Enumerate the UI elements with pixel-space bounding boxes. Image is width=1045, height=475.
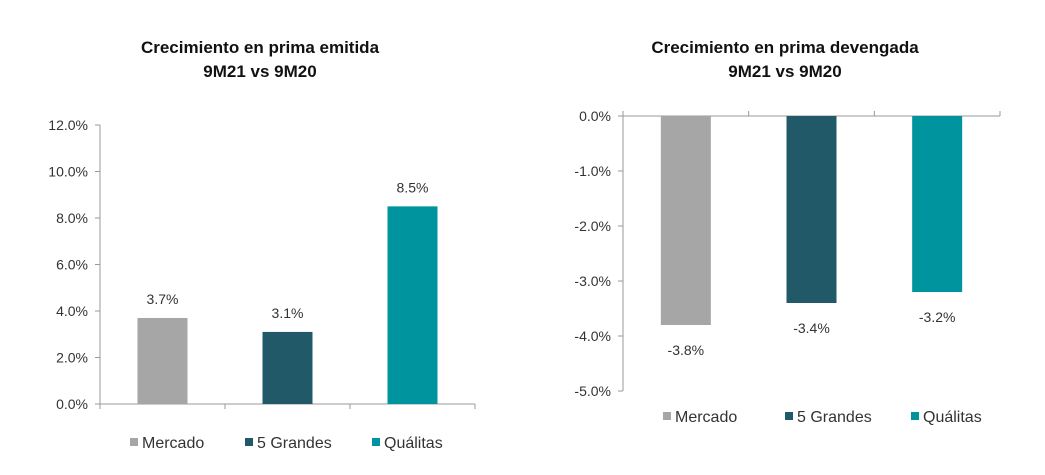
legend-swatch-5-grandes (245, 438, 253, 446)
y-tick-label: 2.0% (56, 350, 88, 366)
y-tick-label: 0.0% (579, 108, 611, 124)
y-tick-label: 6.0% (56, 257, 88, 273)
data-label-mercado: -3.8% (668, 342, 705, 358)
chart-title-text: Crecimiento en prima devengada (651, 38, 919, 57)
y-tick-label: -1.0% (574, 163, 611, 179)
bar-5-grandes (786, 116, 837, 303)
bar-qualitas (912, 116, 963, 292)
y-tick-label: 10.0% (48, 164, 88, 180)
bar-qualitas (387, 206, 438, 404)
legend-label-qualitas: Quálitas (923, 409, 982, 426)
y-tick-label: -5.0% (574, 383, 611, 399)
y-tick-label: 8.0% (56, 210, 88, 226)
legend-swatch-5-grandes (785, 412, 793, 420)
y-tick-label: -3.0% (574, 273, 611, 289)
data-label-5-grandes: 3.1% (272, 305, 304, 321)
data-label-mercado: 3.7% (147, 291, 179, 307)
legend-swatch-mercado (130, 438, 138, 446)
bar-chart-prima-devengada: 0.0% -1.0% -2.0% -3.0% -4.0% -5.0% -3.8% -3.4% -… (574, 108, 1001, 426)
legend-label-mercado: Mercado (675, 409, 737, 426)
data-label-qualitas: -3.2% (919, 309, 956, 325)
chart-title: Crecimiento en prima emitida 9M21 vs 9M2… (0, 36, 520, 84)
chart-subtitle-text: 9M21 vs 9M20 (728, 62, 842, 81)
legend-swatch-qualitas (372, 438, 380, 446)
legend-label-mercado: Mercado (142, 435, 204, 452)
bar-5-grandes (262, 331, 313, 404)
data-label-5-grandes: -3.4% (793, 320, 830, 336)
legend-swatch-qualitas (911, 412, 919, 420)
y-tick-label: -2.0% (574, 218, 611, 234)
y-tick-label: 0.0% (56, 396, 88, 412)
y-tick-label: 12.0% (48, 117, 88, 133)
bar-chart-prima-emitida: 12.0% 10.0% 8.0% 6.0% 4.0% 2.0% 0.0% 3.7% 3.1% 8.… (48, 117, 476, 452)
legend-label-5-grandes: 5 Grandes (257, 435, 332, 452)
y-tick-label: -4.0% (574, 328, 611, 344)
chart-title-text: Crecimiento en prima emitida (140, 38, 380, 57)
data-label-qualitas: 8.5% (397, 179, 429, 195)
chart-panel-prima-devengada: Crecimiento en prima devengada 9M21 vs 9… (525, 0, 1045, 475)
y-tick-label: 4.0% (56, 303, 88, 319)
bar-mercado (137, 317, 188, 404)
legend-label-5-grandes: 5 Grandes (797, 409, 872, 426)
bar-mercado (660, 116, 711, 325)
chart-subtitle-text: 9M21 vs 9M20 (203, 62, 317, 81)
legend-swatch-mercado (663, 412, 671, 420)
chart-title: Crecimiento en prima devengada 9M21 vs 9… (525, 36, 1045, 84)
chart-panel-prima-emitida: Crecimiento en prima emitida 9M21 vs 9M2… (0, 0, 520, 475)
legend-label-qualitas: Quálitas (384, 435, 443, 452)
